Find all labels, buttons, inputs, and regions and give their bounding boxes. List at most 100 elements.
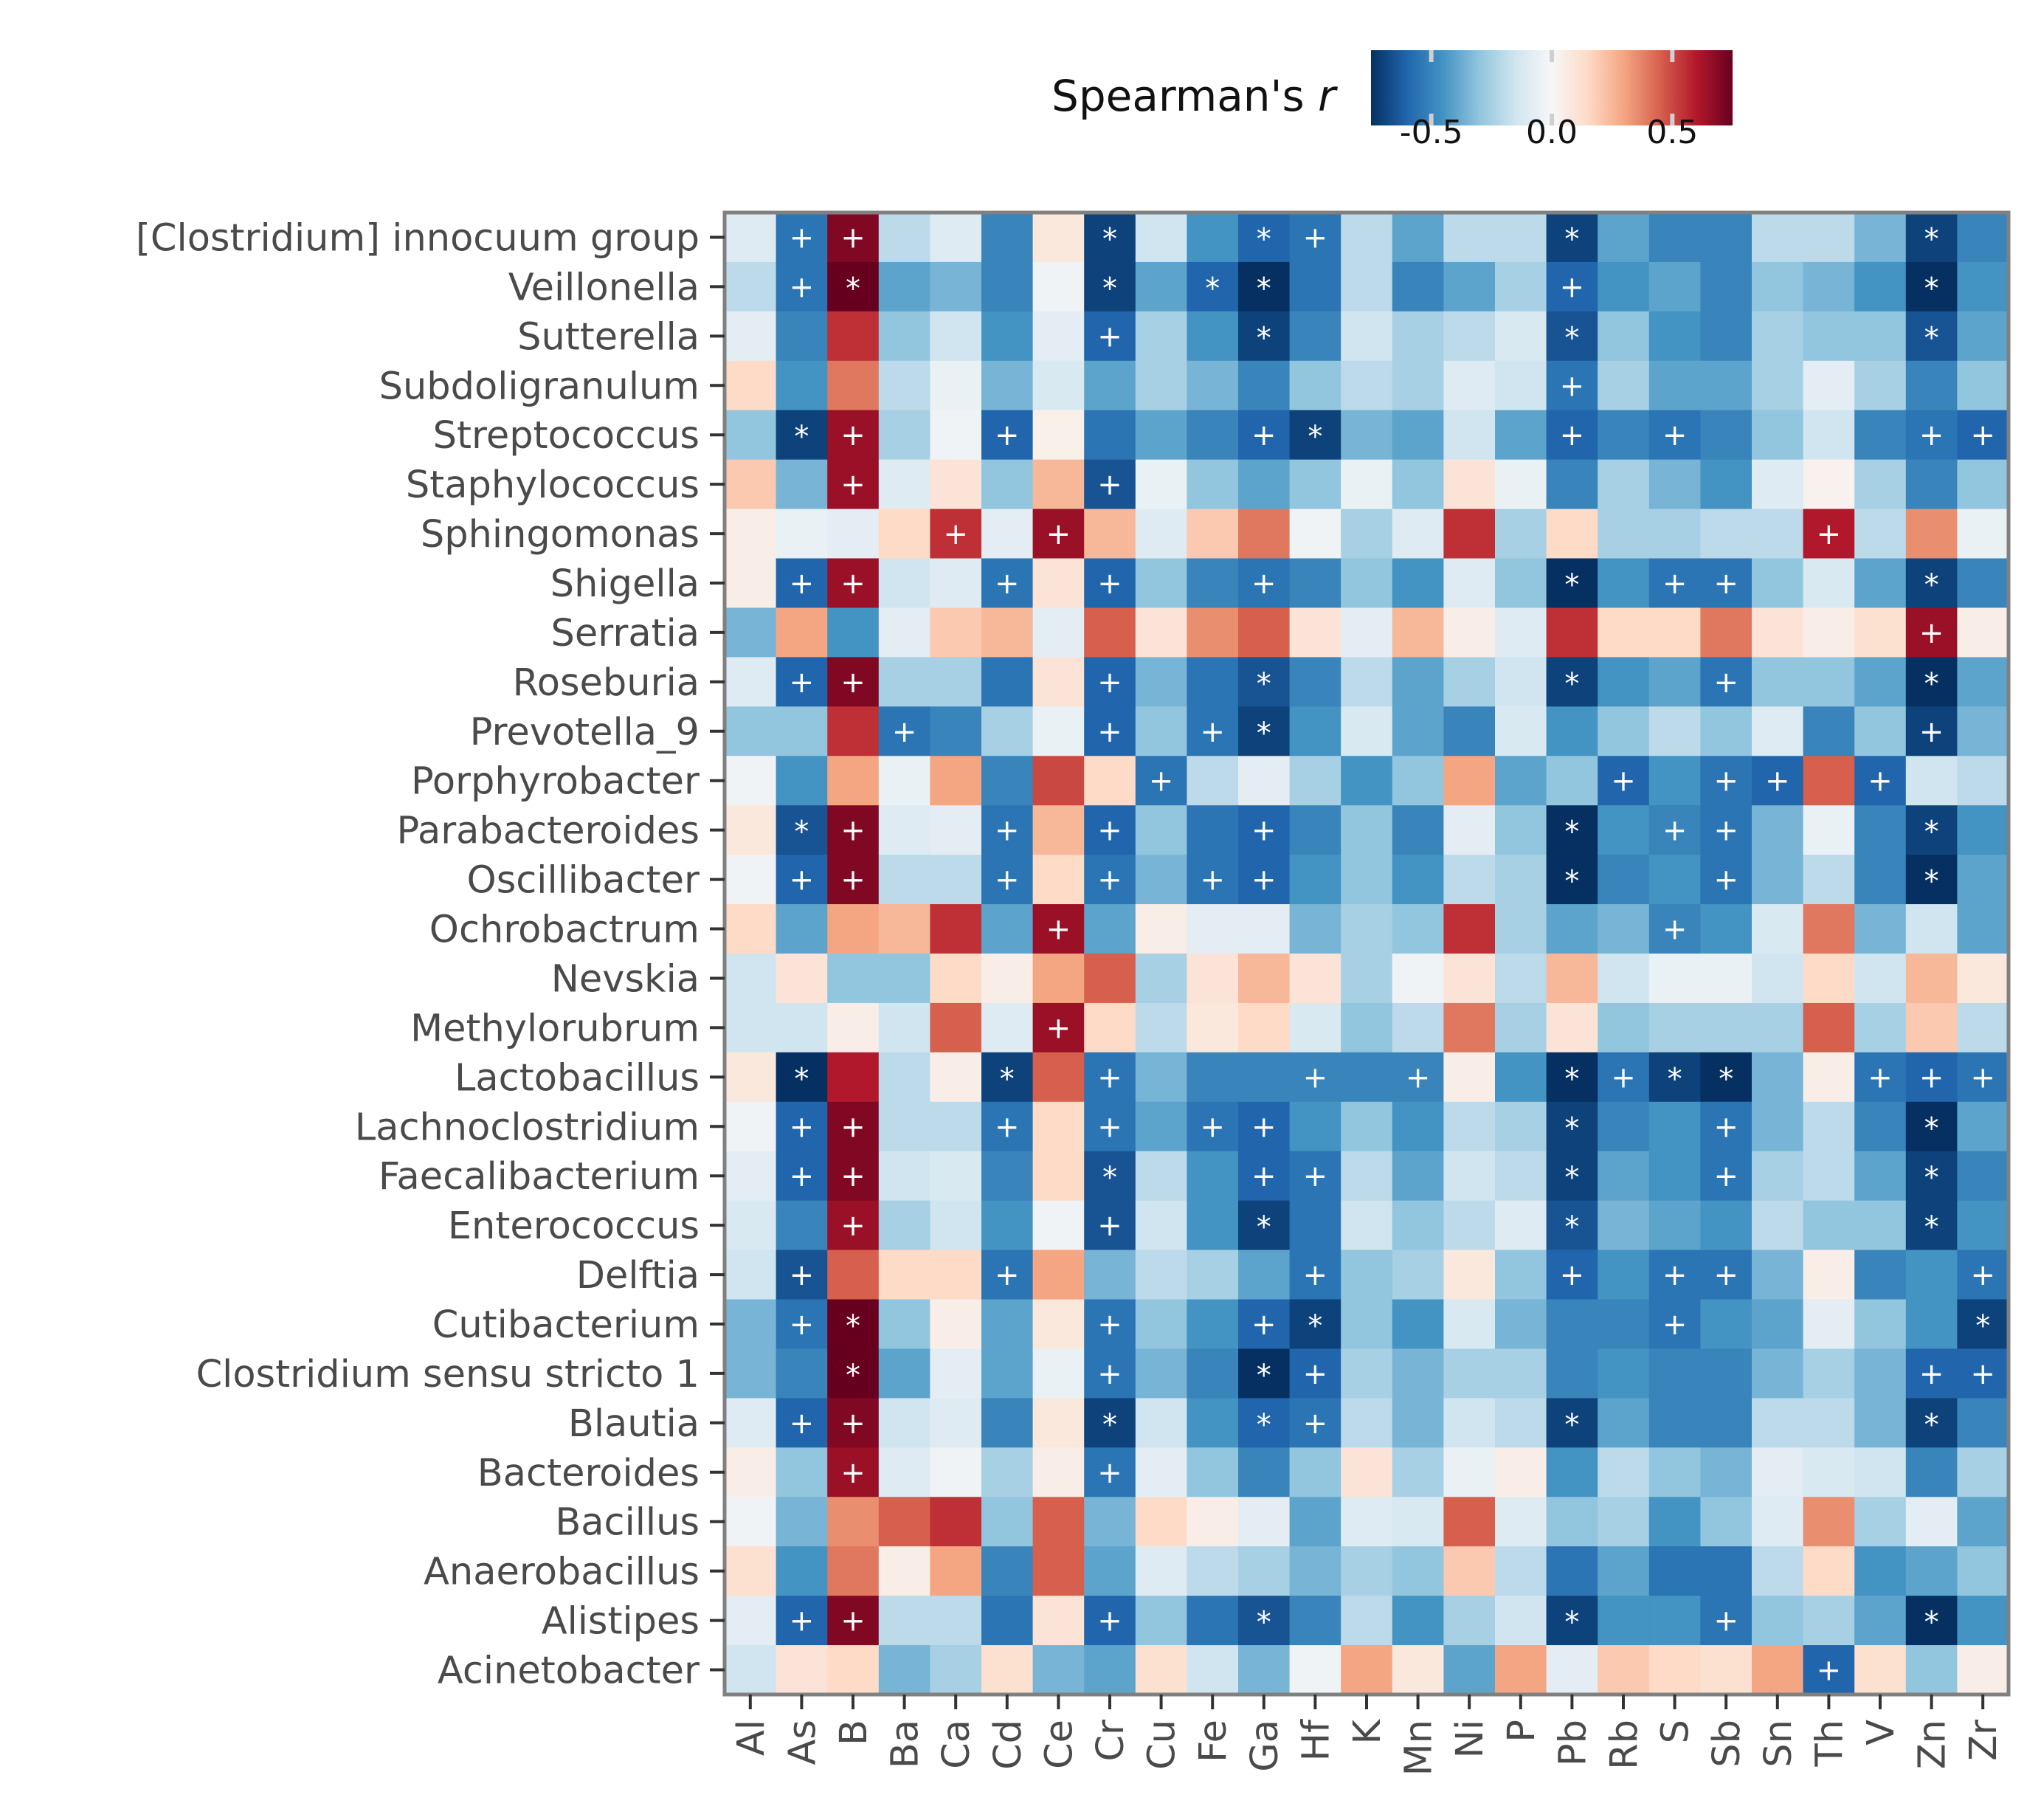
y-tick-label: Streptococcus <box>433 414 700 458</box>
heatmap-cell <box>930 1101 982 1152</box>
heatmap-cell <box>878 855 930 905</box>
heatmap-cell <box>1752 261 1804 312</box>
heatmap-cell <box>1957 954 2009 1004</box>
significance-mark: * <box>1924 1161 1939 1195</box>
heatmap-cell <box>878 1398 930 1448</box>
heatmap-cell <box>1905 213 1958 263</box>
heatmap-cell <box>1289 1299 1341 1350</box>
heatmap-cell <box>1803 1299 1855 1350</box>
heatmap-cell <box>827 1299 880 1350</box>
significance-mark: + <box>1303 1159 1328 1193</box>
significance-mark: + <box>1303 1407 1328 1441</box>
heatmap-cell <box>1700 756 1752 806</box>
heatmap-cell <box>1648 855 1701 905</box>
heatmap-cell <box>878 1645 930 1695</box>
heatmap-cell <box>1032 904 1085 954</box>
heatmap-cell <box>827 1151 880 1202</box>
heatmap-cell <box>1392 1249 1444 1300</box>
heatmap-cell <box>1495 1002 1547 1053</box>
heatmap-cell <box>1905 459 1958 510</box>
heatmap-cell <box>878 805 930 855</box>
heatmap-cell <box>981 706 1034 756</box>
heatmap-cell <box>1238 1596 1291 1646</box>
heatmap-cell <box>1032 1596 1085 1646</box>
heatmap-cell <box>1854 954 1907 1004</box>
heatmap-cell <box>1443 1348 1496 1399</box>
heatmap-cell <box>878 1447 930 1497</box>
x-tick-label: Ni <box>1448 1720 1492 1758</box>
heatmap-cell <box>1238 954 1291 1004</box>
heatmap-cell <box>1854 1596 1907 1646</box>
heatmap-cell <box>1238 311 1291 362</box>
heatmap-cell <box>1135 1052 1187 1103</box>
heatmap-cell <box>1392 607 1444 658</box>
heatmap-cell <box>930 1052 982 1103</box>
significance-mark: * <box>1257 1606 1271 1640</box>
significance-mark: + <box>840 864 866 897</box>
heatmap-cell <box>1187 855 1239 905</box>
heatmap-cell <box>1187 213 1239 263</box>
x-tick-label: Ca <box>935 1720 978 1769</box>
heatmap-cell <box>1341 1299 1393 1350</box>
heatmap-cell <box>1495 1596 1547 1646</box>
heatmap-cell <box>1803 1249 1855 1300</box>
heatmap-cell <box>1546 1101 1598 1152</box>
heatmap-cell <box>1495 1101 1547 1152</box>
heatmap-cell <box>1854 657 1907 707</box>
heatmap-cell <box>878 706 930 756</box>
significance-mark: + <box>1251 567 1277 601</box>
heatmap-cell <box>1392 1348 1444 1399</box>
heatmap-cell <box>1495 213 1547 263</box>
heatmap-cell <box>1187 1002 1239 1053</box>
significance-mark: + <box>1097 1209 1122 1243</box>
heatmap-cell <box>1700 904 1752 954</box>
heatmap-cell <box>1854 311 1907 362</box>
heatmap-cell <box>1289 261 1341 312</box>
heatmap-cell <box>1032 1645 1085 1695</box>
significance-mark: + <box>1251 1110 1277 1144</box>
y-tick-label: Sutterella <box>517 315 700 359</box>
y-tick-label: Cutibacterium <box>432 1303 700 1347</box>
heatmap-cell <box>1032 213 1085 263</box>
significance-mark: + <box>790 1159 815 1193</box>
heatmap-cell <box>1854 459 1907 510</box>
heatmap-cell <box>1135 1398 1187 1448</box>
heatmap-cell <box>1443 213 1496 263</box>
heatmap-cell <box>725 1398 777 1448</box>
heatmap-cell <box>776 805 828 855</box>
significance-mark: + <box>1817 517 1842 551</box>
heatmap-cell <box>1443 1299 1496 1350</box>
colorbar-tick-label: 0.0 <box>1526 114 1578 151</box>
heatmap-cell <box>1700 509 1752 559</box>
significance-mark: + <box>1919 715 1944 749</box>
heatmap-cell <box>1495 1645 1547 1695</box>
heatmap-cell <box>1135 1101 1187 1152</box>
heatmap-cell <box>1495 509 1547 559</box>
heatmap-cell <box>981 607 1034 658</box>
y-tick-label: Staphylococcus <box>406 463 700 507</box>
heatmap-cell <box>1495 1151 1547 1202</box>
significance-mark: + <box>1919 1061 1944 1095</box>
y-tick-label: Veillonella <box>508 266 700 309</box>
heatmap-cell <box>1546 311 1598 362</box>
heatmap-cell <box>725 459 777 510</box>
heatmap-cell <box>725 1052 777 1103</box>
heatmap-cell <box>1957 1497 2009 1547</box>
heatmap-cell <box>827 954 880 1004</box>
heatmap-cell <box>1648 1299 1701 1350</box>
significance-mark: + <box>995 418 1020 452</box>
heatmap-cell <box>1341 855 1393 905</box>
heatmap-cell <box>1443 1249 1496 1300</box>
heatmap-cell <box>1854 410 1907 461</box>
heatmap-cell <box>1187 558 1239 609</box>
heatmap-cell <box>1700 1645 1752 1695</box>
heatmap-cell <box>1546 756 1598 806</box>
heatmap-cell <box>1135 954 1187 1004</box>
significance-mark: + <box>790 666 815 700</box>
heatmap-cell <box>1135 1447 1187 1497</box>
heatmap-cell <box>1392 1151 1444 1202</box>
significance-mark: * <box>1564 865 1579 899</box>
significance-mark: * <box>1719 1062 1733 1096</box>
heatmap-cell <box>1803 1398 1855 1448</box>
